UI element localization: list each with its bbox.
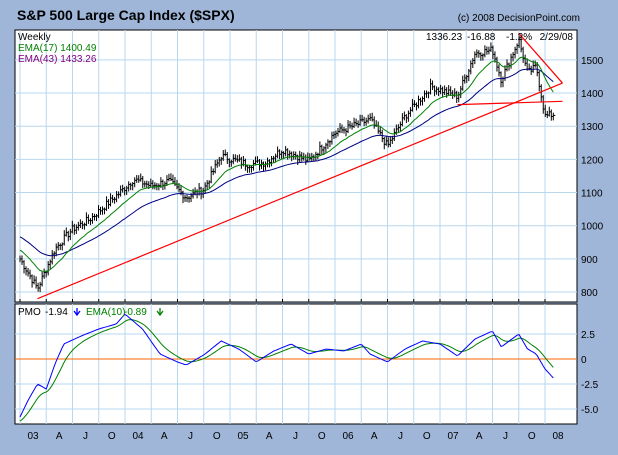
- period-label: Weekly: [18, 32, 51, 43]
- pmo-panel: [14, 303, 578, 425]
- x-tick-label: 04: [132, 431, 144, 442]
- price-y-axis: 800 900 1000 1100 1200 1300 1400 1500: [581, 56, 604, 299]
- ema43-line: [19, 68, 554, 257]
- trendline: [37, 82, 563, 300]
- copyright-text: (c) 2008 DecisionPoint.com: [458, 13, 580, 24]
- price-bars: [19, 35, 556, 293]
- price-y-tick-label: 900: [581, 255, 598, 266]
- x-tick-label: J: [83, 431, 88, 442]
- pmo-ema-down-arrow-icon: [156, 308, 164, 317]
- pmo-value: -1.94: [45, 307, 68, 318]
- x-tick-label: 05: [237, 431, 249, 442]
- support-line: [457, 100, 563, 106]
- pmo-ema-label: EMA(10): [86, 307, 125, 318]
- x-tick-label: O: [423, 431, 431, 442]
- price-y-tick-label: 1300: [581, 122, 604, 133]
- pmo-y-tick-label: -5.0: [581, 405, 599, 416]
- pmo-label: PMO: [18, 307, 41, 318]
- pmo-y-axis: 2.5 0 -2.5 -5.0: [581, 330, 599, 416]
- x-tick-label: J: [293, 431, 298, 442]
- x-tick-label: A: [371, 431, 378, 442]
- x-tick-label: A: [56, 431, 63, 442]
- chart-title: S&P 500 Large Cap Index ($SPX): [17, 7, 235, 23]
- x-axis: 03 A J O 04 A J O 05 A J O 06 A J O 07 A J O 08: [27, 431, 564, 442]
- x-tick-label: A: [161, 431, 168, 442]
- price-y-tick-label: 1500: [581, 56, 604, 67]
- price-y-tick-label: 1000: [581, 222, 604, 233]
- x-tick-label: O: [528, 431, 536, 442]
- price-y-tick-label: 1400: [581, 89, 604, 100]
- ema43-legend: EMA(43) 1433.26: [18, 54, 97, 65]
- x-tick-label: 08: [552, 431, 564, 442]
- x-tick-label: 07: [447, 431, 459, 442]
- x-tick-label: 03: [27, 431, 39, 442]
- price-y-tick-label: 800: [581, 288, 598, 299]
- pmo-ema-line: [19, 319, 554, 422]
- pmo-line: [19, 313, 554, 418]
- last-date: 2/29/08: [540, 32, 574, 43]
- x-tick-label: 06: [342, 431, 354, 442]
- pmo-down-arrow-icon: [73, 308, 81, 317]
- pmo-ema-value: -0.89: [124, 307, 147, 318]
- x-tick-label: J: [503, 431, 508, 442]
- last-close: 1336.23: [426, 32, 463, 43]
- x-tick-label: J: [398, 431, 403, 442]
- change-value: -16.88: [467, 32, 496, 43]
- price-y-tick-label: 1200: [581, 155, 604, 166]
- x-tick-label: O: [318, 431, 326, 442]
- change-percent: -1.2%: [506, 32, 532, 43]
- pmo-lines: [19, 313, 554, 422]
- x-tick-label: A: [266, 431, 273, 442]
- x-tick-label: A: [476, 431, 483, 442]
- trendline: [518, 32, 563, 84]
- pmo-y-tick-label: 2.5: [581, 330, 595, 341]
- x-tick-label: O: [108, 431, 116, 442]
- pmo-grid: [15, 304, 577, 424]
- ema17-legend: EMA(17) 1400.49: [18, 43, 97, 54]
- x-tick-label: J: [188, 431, 193, 442]
- ema17-line: [19, 56, 554, 272]
- price-panel: [14, 29, 578, 303]
- price-y-tick-label: 1100: [581, 189, 603, 200]
- price-lines: [19, 32, 563, 300]
- pmo-y-tick-label: 0: [581, 355, 587, 366]
- pmo-y-tick-label: -2.5: [581, 380, 599, 391]
- x-tick-label: O: [213, 431, 221, 442]
